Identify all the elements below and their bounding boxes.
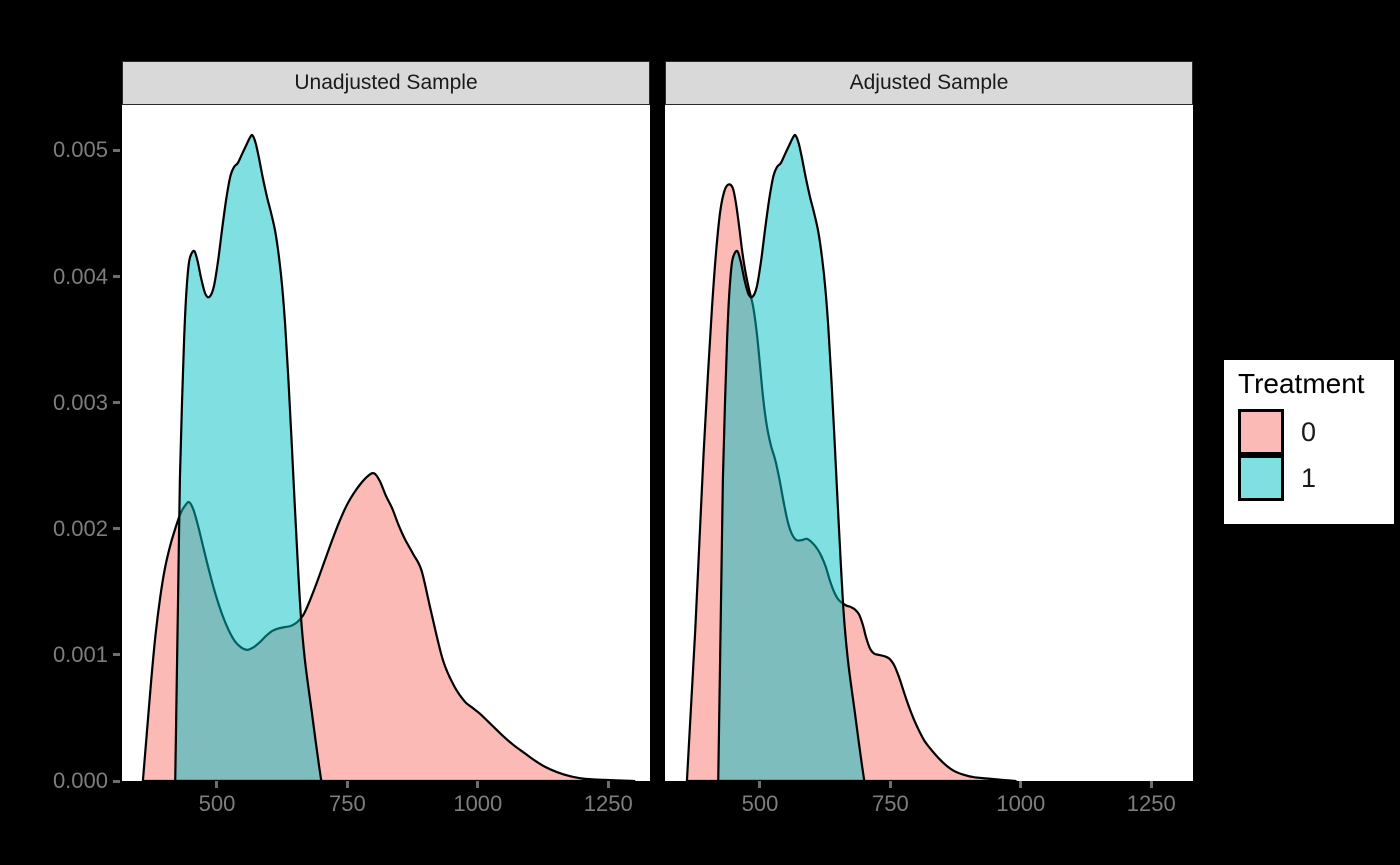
y-tick-mark — [113, 275, 120, 279]
legend-key-1: 1 — [1238, 455, 1394, 501]
x-tick-label: 500 — [198, 791, 236, 816]
x-tick-mark — [758, 781, 762, 788]
x-tick-mark — [606, 781, 610, 788]
y-tick-mark — [113, 653, 120, 657]
y-tick-mark — [113, 779, 120, 783]
legend-swatch-0 — [1238, 409, 1284, 455]
x-tick-mark — [888, 781, 892, 788]
facet-strip-adjusted: Adjusted Sample — [665, 61, 1193, 105]
x-tick-mark — [1019, 781, 1023, 788]
x-tick-mark — [1149, 781, 1153, 788]
facet-strip-unadjusted: Unadjusted Sample — [122, 61, 650, 105]
y-tick-label: 0.000 — [52, 768, 108, 793]
facet-strip-label: Unadjusted Sample — [294, 71, 478, 94]
y-tick-label: 0.005 — [52, 137, 108, 163]
x-tick-label: 1000 — [996, 791, 1046, 816]
density-curve-treatment-1-adjusted — [717, 133, 866, 781]
y-tick-mark — [113, 527, 120, 531]
y-tick-label: 0.002 — [52, 515, 108, 541]
y-tick-mark — [113, 401, 120, 405]
x-tick-label: 750 — [329, 791, 366, 816]
legend-label: 1 — [1301, 462, 1317, 493]
legend-key-0: 0 — [1238, 409, 1394, 455]
x-tick-mark — [215, 781, 219, 788]
density-curve-treatment-1-unadjusted — [174, 133, 323, 781]
x-tick-label: 1000 — [453, 791, 503, 816]
x-tick-label: 1250 — [583, 791, 633, 816]
legend-title: Treatment — [1238, 368, 1365, 399]
x-tick-label: 750 — [872, 791, 909, 816]
y-tick-label: 0.003 — [52, 389, 108, 415]
panel-adjusted — [665, 105, 1193, 781]
x-tick-mark — [345, 781, 349, 788]
panel-unadjusted — [122, 105, 650, 781]
x-tick-mark — [476, 781, 480, 788]
facet-strip-label: Adjusted Sample — [849, 71, 1009, 94]
legend-label: 0 — [1301, 416, 1317, 447]
x-tick-label: 1250 — [1126, 791, 1176, 816]
y-tick-label: 0.001 — [52, 641, 108, 667]
legend-swatch-1 — [1238, 455, 1284, 501]
y-tick-label: 0.004 — [52, 263, 108, 289]
y-tick-mark — [113, 148, 120, 152]
x-tick-label: 500 — [741, 791, 779, 816]
